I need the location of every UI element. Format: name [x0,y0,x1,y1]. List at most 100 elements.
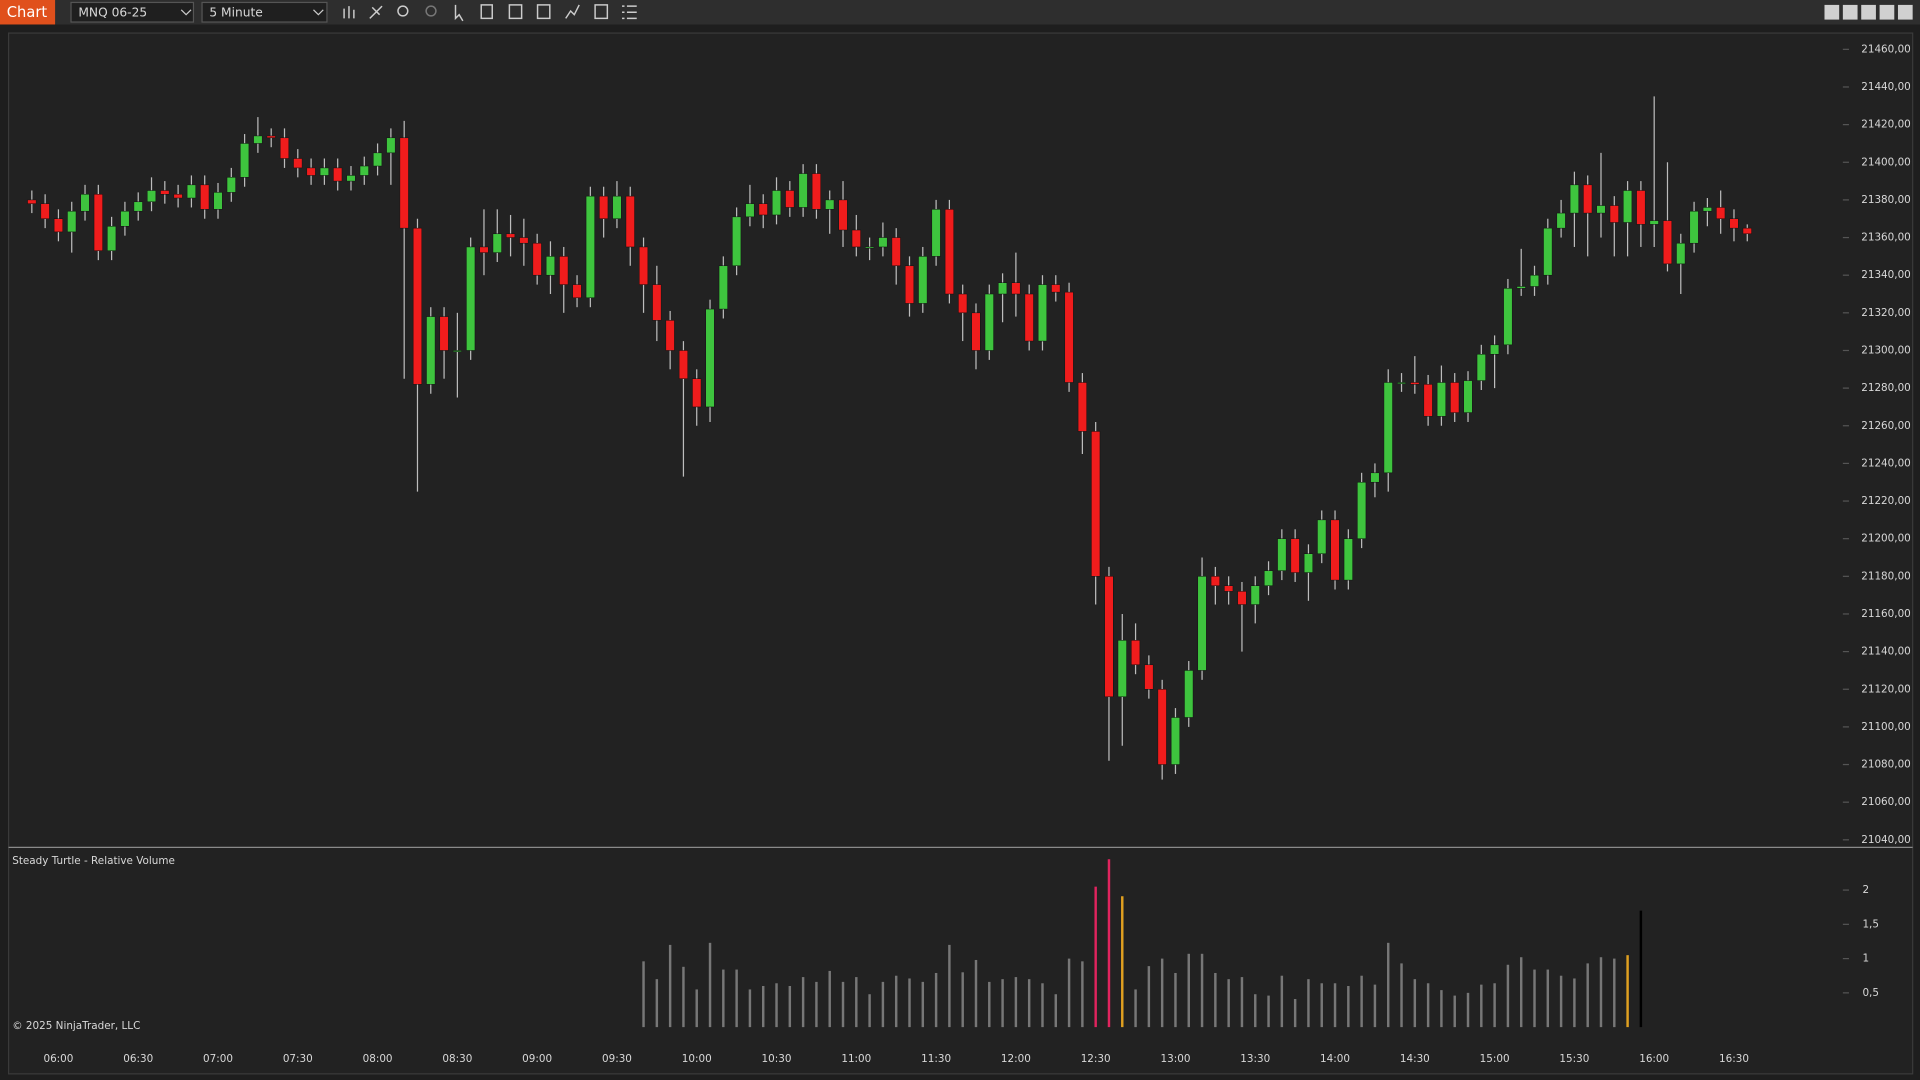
candle-body [133,201,143,212]
pointer-icon[interactable] [454,4,464,22]
close-button[interactable] [1897,4,1913,20]
template-icon[interactable] [508,4,523,20]
zoom-in-icon[interactable] [397,5,409,17]
interval-label[interactable]: 5 Minute [209,5,262,19]
volume-bar [1280,975,1284,1028]
candle-body [1064,291,1074,383]
candle-body [1144,664,1154,690]
volume-bar [1227,979,1230,1028]
candle-body [1357,481,1367,539]
candle-body [652,284,662,321]
volume-bar [1387,942,1390,1028]
candle-body [585,195,595,299]
candle-body [40,203,50,219]
maximize-button[interactable] [1879,4,1895,20]
list-icon[interactable] [622,5,637,20]
y-tick-label: 21220,00 [1861,495,1911,507]
volume-bar [695,989,698,1028]
volume-bar [908,978,911,1028]
volume-bar [1466,992,1470,1028]
window-button[interactable] [1824,4,1840,20]
y-tick-label: 2 [1862,884,1869,896]
candle-body [213,192,223,210]
x-tick-label: 09:00 [522,1053,552,1065]
candle-body [120,210,130,227]
y-tick-label: 21120,00 [1861,683,1911,695]
candle-body [1317,519,1327,554]
candle-body [452,350,462,352]
chart-tab-label[interactable]: Chart [7,4,48,21]
candle-body [1716,207,1726,219]
candle-body [1583,184,1593,214]
candle-body [1649,220,1659,225]
dropdown-arrow[interactable] [313,9,324,16]
candle-body [506,233,516,238]
candle-body [838,199,848,231]
volume-bar [1453,995,1456,1028]
candle-body [1623,190,1633,223]
volume-bar [1626,955,1629,1028]
candle-body [745,203,755,218]
candle-body [466,246,476,351]
candle-body [599,195,609,219]
x-tick-label: 09:30 [602,1053,632,1065]
x-tick-label: 11:00 [841,1053,871,1065]
candle-body [146,190,157,203]
data-box-icon[interactable] [480,4,493,20]
candle-body [279,137,290,159]
volume-bar [1533,969,1536,1028]
indicator-icon[interactable] [565,4,580,19]
chart-area [7,32,1914,1075]
candle-body [1303,553,1313,573]
minimize-button[interactable] [1861,4,1876,20]
interval-select[interactable] [201,1,328,23]
volume-bar [748,989,752,1028]
draw-icon[interactable] [369,5,383,19]
candle-body [1330,519,1340,581]
candle-body [1170,717,1180,765]
volume-bar [1121,896,1124,1028]
volume-bar [868,994,871,1028]
volume-bar [1440,990,1443,1028]
x-tick-label: 06:00 [43,1053,73,1065]
candle-body [1117,640,1127,698]
candle-body [93,194,103,251]
y-tick-label: 21300,00 [1861,344,1911,356]
candle-body [718,265,728,310]
panel-title: Steady Turtle - Relative Volume [12,855,175,867]
volume-bar [961,972,964,1028]
volume-bar [1214,972,1217,1028]
volume-bar [1160,958,1164,1028]
volume-bar [1174,972,1177,1028]
volume-bar [682,966,685,1028]
candle-body [785,190,795,208]
candle-body [306,167,316,176]
candle-body [253,135,263,144]
x-tick-label: 12:00 [1001,1053,1031,1065]
bar-type-icon[interactable] [343,6,355,19]
y-tick-label: 21240,00 [1861,457,1911,469]
properties-icon[interactable] [594,4,609,20]
candle-body [904,265,915,304]
volume-bar [974,959,978,1028]
volume-bar [841,981,845,1028]
candle-body [1662,220,1673,265]
y-tick-label: 21380,00 [1861,194,1911,206]
candle-body [1370,472,1380,483]
instrument-label[interactable]: MNQ 06-25 [78,5,147,19]
y-tick-label: 21060,00 [1861,796,1911,808]
volume-bar [1293,999,1297,1028]
instrument-select[interactable] [70,1,195,23]
window-button[interactable] [1842,4,1858,20]
candle-body [160,190,170,195]
candle-body [665,320,675,351]
y-tick-label: 1,5 [1862,918,1879,930]
candle-body [1423,384,1433,417]
zoom-out-icon[interactable] [425,5,437,17]
volume-bar [1573,978,1576,1028]
volume-bar [1027,979,1031,1028]
dropdown-arrow[interactable] [180,9,192,16]
chart-tab[interactable] [0,0,56,25]
strategy-icon[interactable] [536,4,551,20]
